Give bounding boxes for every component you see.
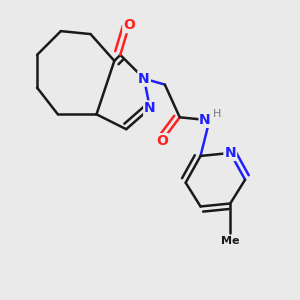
Text: H: H (213, 109, 221, 119)
Text: N: N (199, 113, 211, 127)
Text: N: N (224, 146, 236, 160)
Text: N: N (144, 101, 156, 116)
Text: O: O (123, 18, 135, 32)
Text: Me: Me (221, 236, 239, 246)
Text: N: N (138, 72, 150, 86)
Text: O: O (156, 134, 168, 148)
